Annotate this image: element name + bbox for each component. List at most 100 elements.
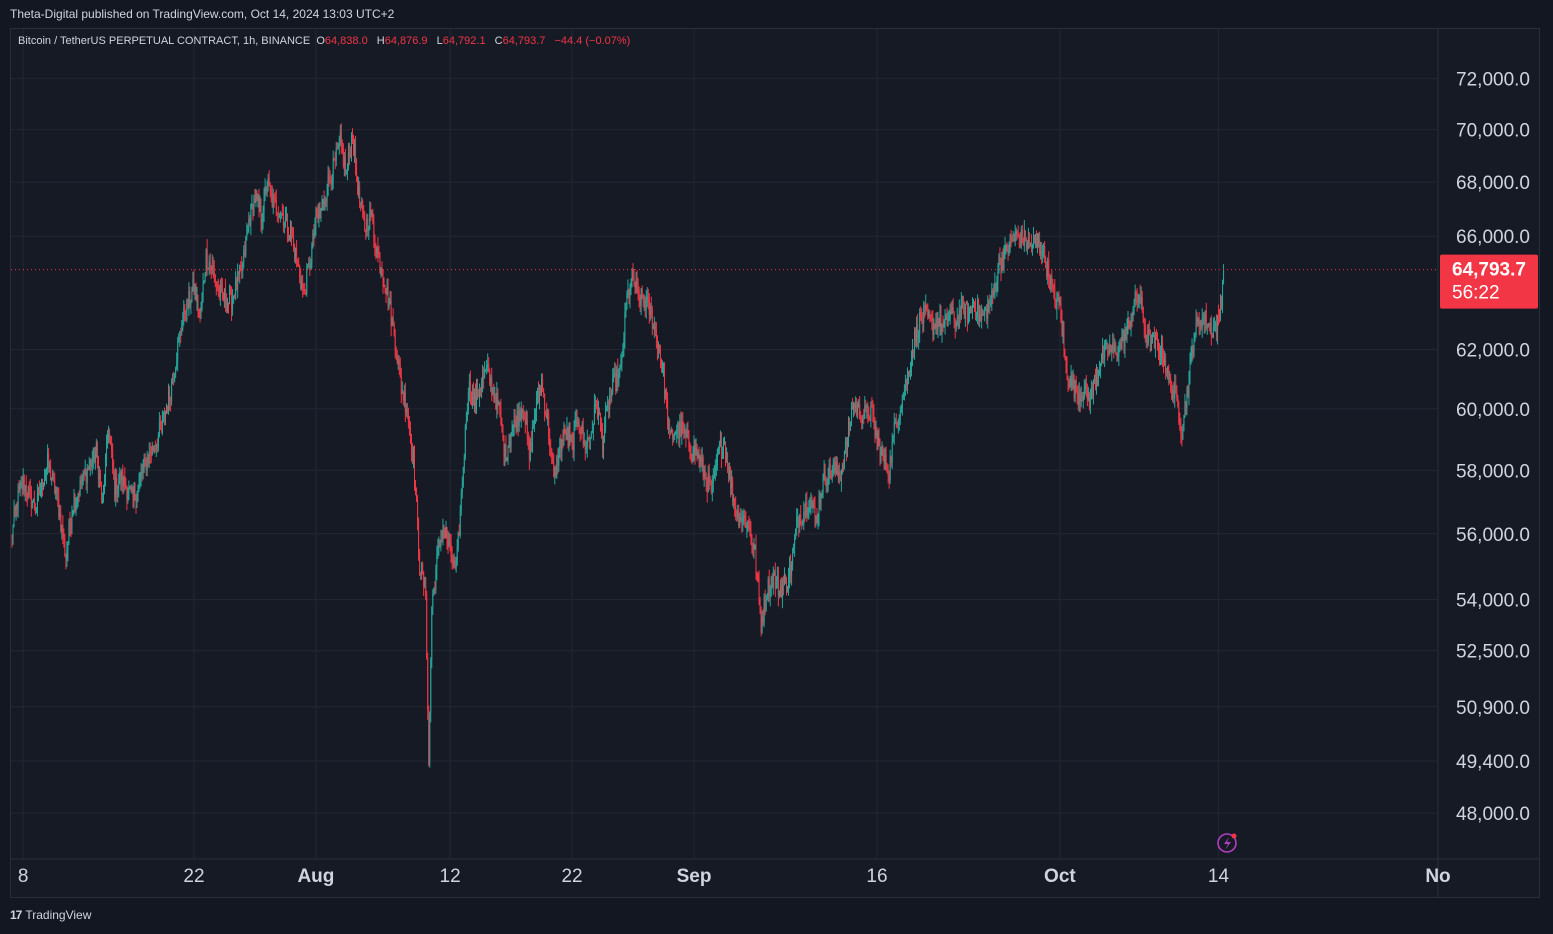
candle-body [998, 256, 1000, 273]
candle-body [1052, 285, 1054, 287]
candle [841, 462, 843, 475]
candle-body [269, 183, 271, 189]
candle-body [368, 229, 370, 231]
candle-body [609, 395, 611, 410]
candle-body [947, 320, 949, 326]
candle [990, 295, 992, 308]
candle [965, 300, 967, 305]
y-tick-label: 66,000.0 [1456, 227, 1530, 248]
candle [423, 570, 425, 597]
price-axis[interactable]: 72,000.070,000.068,000.066,000.062,000.0… [1440, 70, 1538, 825]
candle [805, 493, 807, 519]
candle [763, 593, 765, 628]
candle [945, 313, 947, 320]
candle [622, 343, 624, 358]
candle-body [279, 214, 281, 216]
candle-body [920, 311, 922, 317]
candle [748, 515, 750, 532]
candle [387, 278, 389, 311]
candle [1088, 391, 1090, 411]
candle [204, 272, 206, 283]
candle-body [582, 426, 584, 444]
candle [966, 300, 968, 332]
candle-body [986, 307, 988, 319]
candle-body [747, 521, 749, 528]
candle-body [336, 148, 338, 150]
candle [896, 421, 898, 429]
candle [855, 396, 857, 413]
candle [478, 388, 480, 398]
candle [780, 577, 782, 599]
candle [301, 275, 303, 291]
candle-body [1115, 346, 1117, 354]
candle-body [390, 300, 392, 326]
candle [1037, 232, 1039, 254]
candle-body [412, 452, 414, 463]
candle [243, 245, 245, 269]
candle [1040, 241, 1042, 260]
candle-body [1188, 373, 1190, 396]
candle [773, 569, 775, 577]
events-lightning-icon[interactable] [1217, 833, 1237, 853]
candle [562, 429, 564, 449]
candle-body [429, 712, 431, 766]
candle-body [254, 198, 256, 203]
candle-body [516, 410, 518, 432]
candle-body [826, 485, 828, 487]
candle-body [630, 281, 632, 293]
candle [566, 416, 568, 441]
candle-body [36, 491, 38, 508]
candle-body [416, 493, 418, 502]
candle [82, 470, 84, 486]
candle [1100, 362, 1102, 379]
candle-body [682, 421, 684, 427]
candle-body [969, 308, 971, 310]
candle [1067, 375, 1069, 393]
candle [373, 214, 375, 249]
candle-body [1200, 321, 1202, 328]
candle-body [735, 506, 737, 517]
candle-body [134, 490, 136, 500]
candle [907, 370, 909, 385]
candle-body [406, 410, 408, 413]
chart-pane[interactable] [10, 28, 1540, 898]
candle-body [631, 273, 633, 282]
candle [150, 446, 152, 464]
candle [950, 301, 952, 315]
candle [639, 294, 641, 313]
candle [496, 381, 498, 419]
candle [642, 293, 644, 308]
candle-body [660, 359, 662, 369]
symbol-legend[interactable]: Bitcoin / TetherUS PERPETUAL CONTRACT, 1… [18, 35, 636, 47]
candle-body [694, 442, 696, 456]
candle [956, 307, 958, 327]
candle [254, 188, 256, 204]
candle-body [97, 457, 99, 479]
candle [213, 260, 215, 283]
candle [621, 351, 623, 372]
candle-body [260, 205, 262, 224]
candle [340, 123, 342, 154]
tradingview-footer[interactable]: 17 TradingView [10, 908, 91, 922]
candle-body [1216, 315, 1218, 335]
candle [1046, 261, 1048, 281]
candle [691, 453, 693, 465]
candle [1038, 232, 1040, 248]
candle [134, 482, 136, 501]
candle [1131, 311, 1133, 328]
candle-body [544, 393, 546, 412]
candle [852, 397, 854, 410]
candle-body [705, 476, 707, 486]
candle [1079, 387, 1081, 413]
time-axis[interactable]: 8 22 Aug 12 22 Sep 16 Oct 14 No [18, 866, 1451, 887]
candle [909, 361, 911, 380]
candle [199, 307, 201, 323]
candle [787, 585, 789, 593]
candle-body [179, 330, 181, 337]
candle [1006, 241, 1008, 252]
candle-body [587, 437, 589, 439]
candle-body [316, 209, 318, 215]
candle [271, 185, 273, 209]
candle-body [691, 454, 693, 456]
